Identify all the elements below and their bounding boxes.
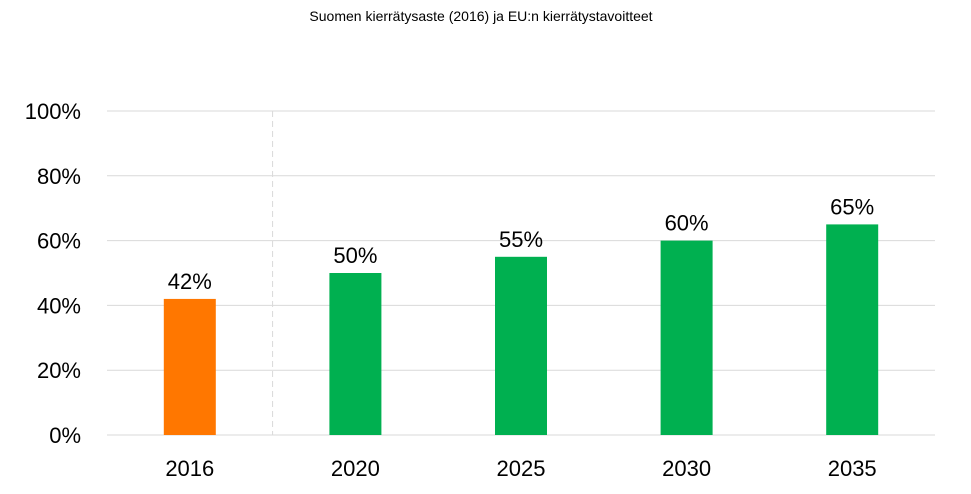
bar-2025: [495, 256, 547, 435]
data-label-2030: 60%: [665, 211, 709, 236]
data-label-2035: 65%: [830, 194, 874, 219]
bar-2035: [826, 224, 879, 435]
data-label-2020: 50%: [333, 243, 377, 268]
y-tick-label-60: 60%: [37, 229, 81, 254]
x-axis-category-labels: 2016 2020 2025 2030 2035: [165, 456, 876, 481]
y-axis-tick-labels: 0% 20% 40% 60% 80% 100%: [25, 99, 81, 448]
category-label-2025: 2025: [497, 456, 546, 481]
data-labels: 42% 50% 55% 60% 65%: [168, 194, 874, 294]
y-tick-label-100: 100%: [25, 99, 81, 124]
data-label-2025: 55%: [499, 227, 543, 252]
bars: [163, 224, 879, 435]
chart-title: Suomen kierrätysaste (2016) ja EU:n kier…: [309, 8, 652, 24]
y-tick-label-80: 80%: [37, 164, 81, 189]
y-tick-label-0: 0%: [49, 423, 81, 448]
category-label-2035: 2035: [828, 456, 877, 481]
bar-2020: [329, 273, 382, 435]
data-label-2016: 42%: [168, 269, 212, 294]
y-tick-label-20: 20%: [37, 358, 81, 383]
category-label-2030: 2030: [662, 456, 711, 481]
bar-2030: [660, 240, 713, 435]
bar-2016: [163, 298, 216, 435]
category-label-2020: 2020: [331, 456, 380, 481]
y-tick-label-40: 40%: [37, 293, 81, 318]
category-label-2016: 2016: [165, 456, 214, 481]
